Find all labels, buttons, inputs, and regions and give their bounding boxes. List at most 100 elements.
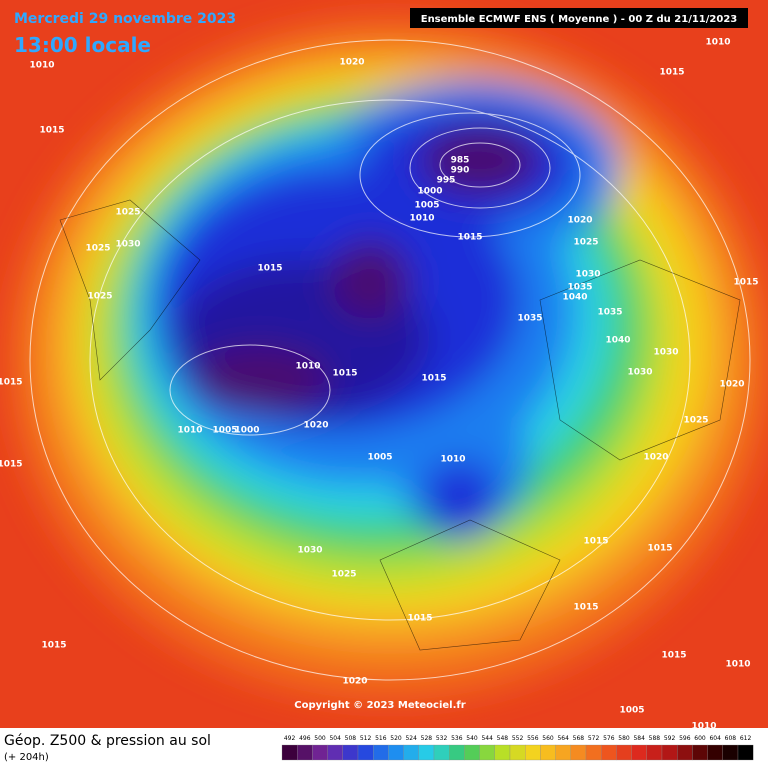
isobar-label: 1040 [562,293,587,303]
isobar-label: 1020 [719,380,744,390]
isobar-label: 1020 [567,216,592,226]
colorbar-swatch [601,744,617,761]
isobar-label: 1010 [705,38,730,48]
isobar-label: 1005 [367,453,392,463]
colorbar-swatch [357,744,374,761]
colorbar-swatch [312,744,328,761]
colorbar-swatch [281,744,298,761]
colorbar-label: 612 [740,735,752,742]
colorbar-label: 592 [664,735,676,742]
isobar-label: 1005 [619,706,644,716]
colorbar-label: 556 [527,735,539,742]
isobar-label: 1030 [575,270,600,280]
colorbar-label: 552 [512,735,524,742]
colorbar-label: 512 [360,735,372,742]
isobar-label: 1010 [409,214,434,224]
isobar-label: 1005 [212,426,237,436]
isobar-label: 1025 [87,292,112,302]
colorbar-label: 540 [466,735,478,742]
colorbar-swatch [631,744,647,761]
isobar-label: 1020 [339,58,364,68]
colorbar-label: 520 [390,735,402,742]
colorbar-swatch [403,744,419,761]
colorbar-label: 508 [345,735,357,742]
isobar-label: 1035 [517,314,542,324]
colorbar-label: 608 [725,735,737,742]
isobar-label: 1015 [407,614,432,624]
colorbar-swatch [555,744,571,761]
isobar-label: 1030 [653,348,678,358]
colorbar-label: 564 [557,735,569,742]
isobar-label: 1015 [661,651,686,661]
isobar-label: 1030 [297,546,322,556]
isobar-label: 1015 [332,369,357,379]
isobar-label: 1015 [0,378,23,388]
isobar-label: 1010 [725,660,750,670]
isobar-label: 1035 [597,308,622,318]
colorbar-label: 580 [618,735,630,742]
isobar-labels: 1010 102010101015101598599099510001005101… [0,38,759,732]
colorbar-swatch [692,744,708,761]
colorbar-swatch [479,744,495,761]
isobar-label: 1015 [733,278,758,288]
isobar-label: 1010 [29,61,54,71]
colorbar-swatch [722,744,739,761]
colorbar-label: 548 [497,735,509,742]
model-box [410,8,748,28]
colorbar-swatch [570,744,587,761]
isobar-label: 1020 [342,677,367,687]
colorbar-label: 536 [451,735,463,742]
colorbar-swatch [449,744,465,761]
isobar-label: 1015 [583,537,608,547]
isobar-label: 990 [451,166,470,176]
colorbar-swatch [707,744,723,761]
colorbar-label: 568 [573,735,585,742]
colorbar-label: 572 [588,735,600,742]
isobar-label: 1020 [303,421,328,431]
colorbar: 492 496 500 504 508 512 516 520 524 528 532 536 540 5… [281,735,754,761]
time: 13:00 locale [14,33,151,57]
isobar-label: 1025 [115,208,140,218]
copyright: Copyright © 2023 Meteociel.fr [294,700,465,711]
isobar-label: 1000 [234,426,259,436]
isobar-label: 1010 [177,426,202,436]
colorbar-swatch [525,744,541,761]
colorbar-swatch [342,744,359,761]
isobar-label: 1015 [659,68,684,78]
isobar-label: 1015 [39,126,64,136]
isobar-label: 1015 [41,641,66,651]
colorbar-swatch [418,744,435,761]
colorbar-label: 560 [542,735,554,742]
isobar-label: 1030 [115,240,140,250]
colorbar-label: 600 [694,735,706,742]
isobar-label: 995 [437,176,456,186]
colorbar-swatch [494,744,511,761]
colorbar-label: 504 [329,735,341,742]
colorbar-label: 596 [679,735,691,742]
isobar-label: 1010 [691,722,716,732]
colorbar-swatch [388,744,404,761]
colorbar-label: 532 [436,735,448,742]
colorbar-swatch [540,744,556,761]
isobar-label: 1025 [573,238,598,248]
colorbar-swatch [509,744,526,761]
isobar-label: 1030 [627,368,652,378]
isobar-label: 1015 [421,374,446,384]
isobar-label: 1005 [414,201,439,211]
colorbar-swatch [297,744,313,761]
footer-lead: (+ 204h) [4,752,49,763]
colorbar-swatch [661,744,678,761]
isobar-label: 1015 [573,603,598,613]
isobar-label: 1000 [417,187,442,197]
colorbar-swatch [646,744,663,761]
field [0,0,768,728]
isobar-label: 1015 [647,544,672,554]
date: Mercredi 29 novembre 2023 [14,11,236,27]
colorbar-swatch [616,744,632,761]
colorbar-swatch [433,744,450,761]
colorbar-label: 516 [375,735,387,742]
isobar-label: 1015 [257,264,282,274]
isobar-label: 1010 [440,455,465,465]
